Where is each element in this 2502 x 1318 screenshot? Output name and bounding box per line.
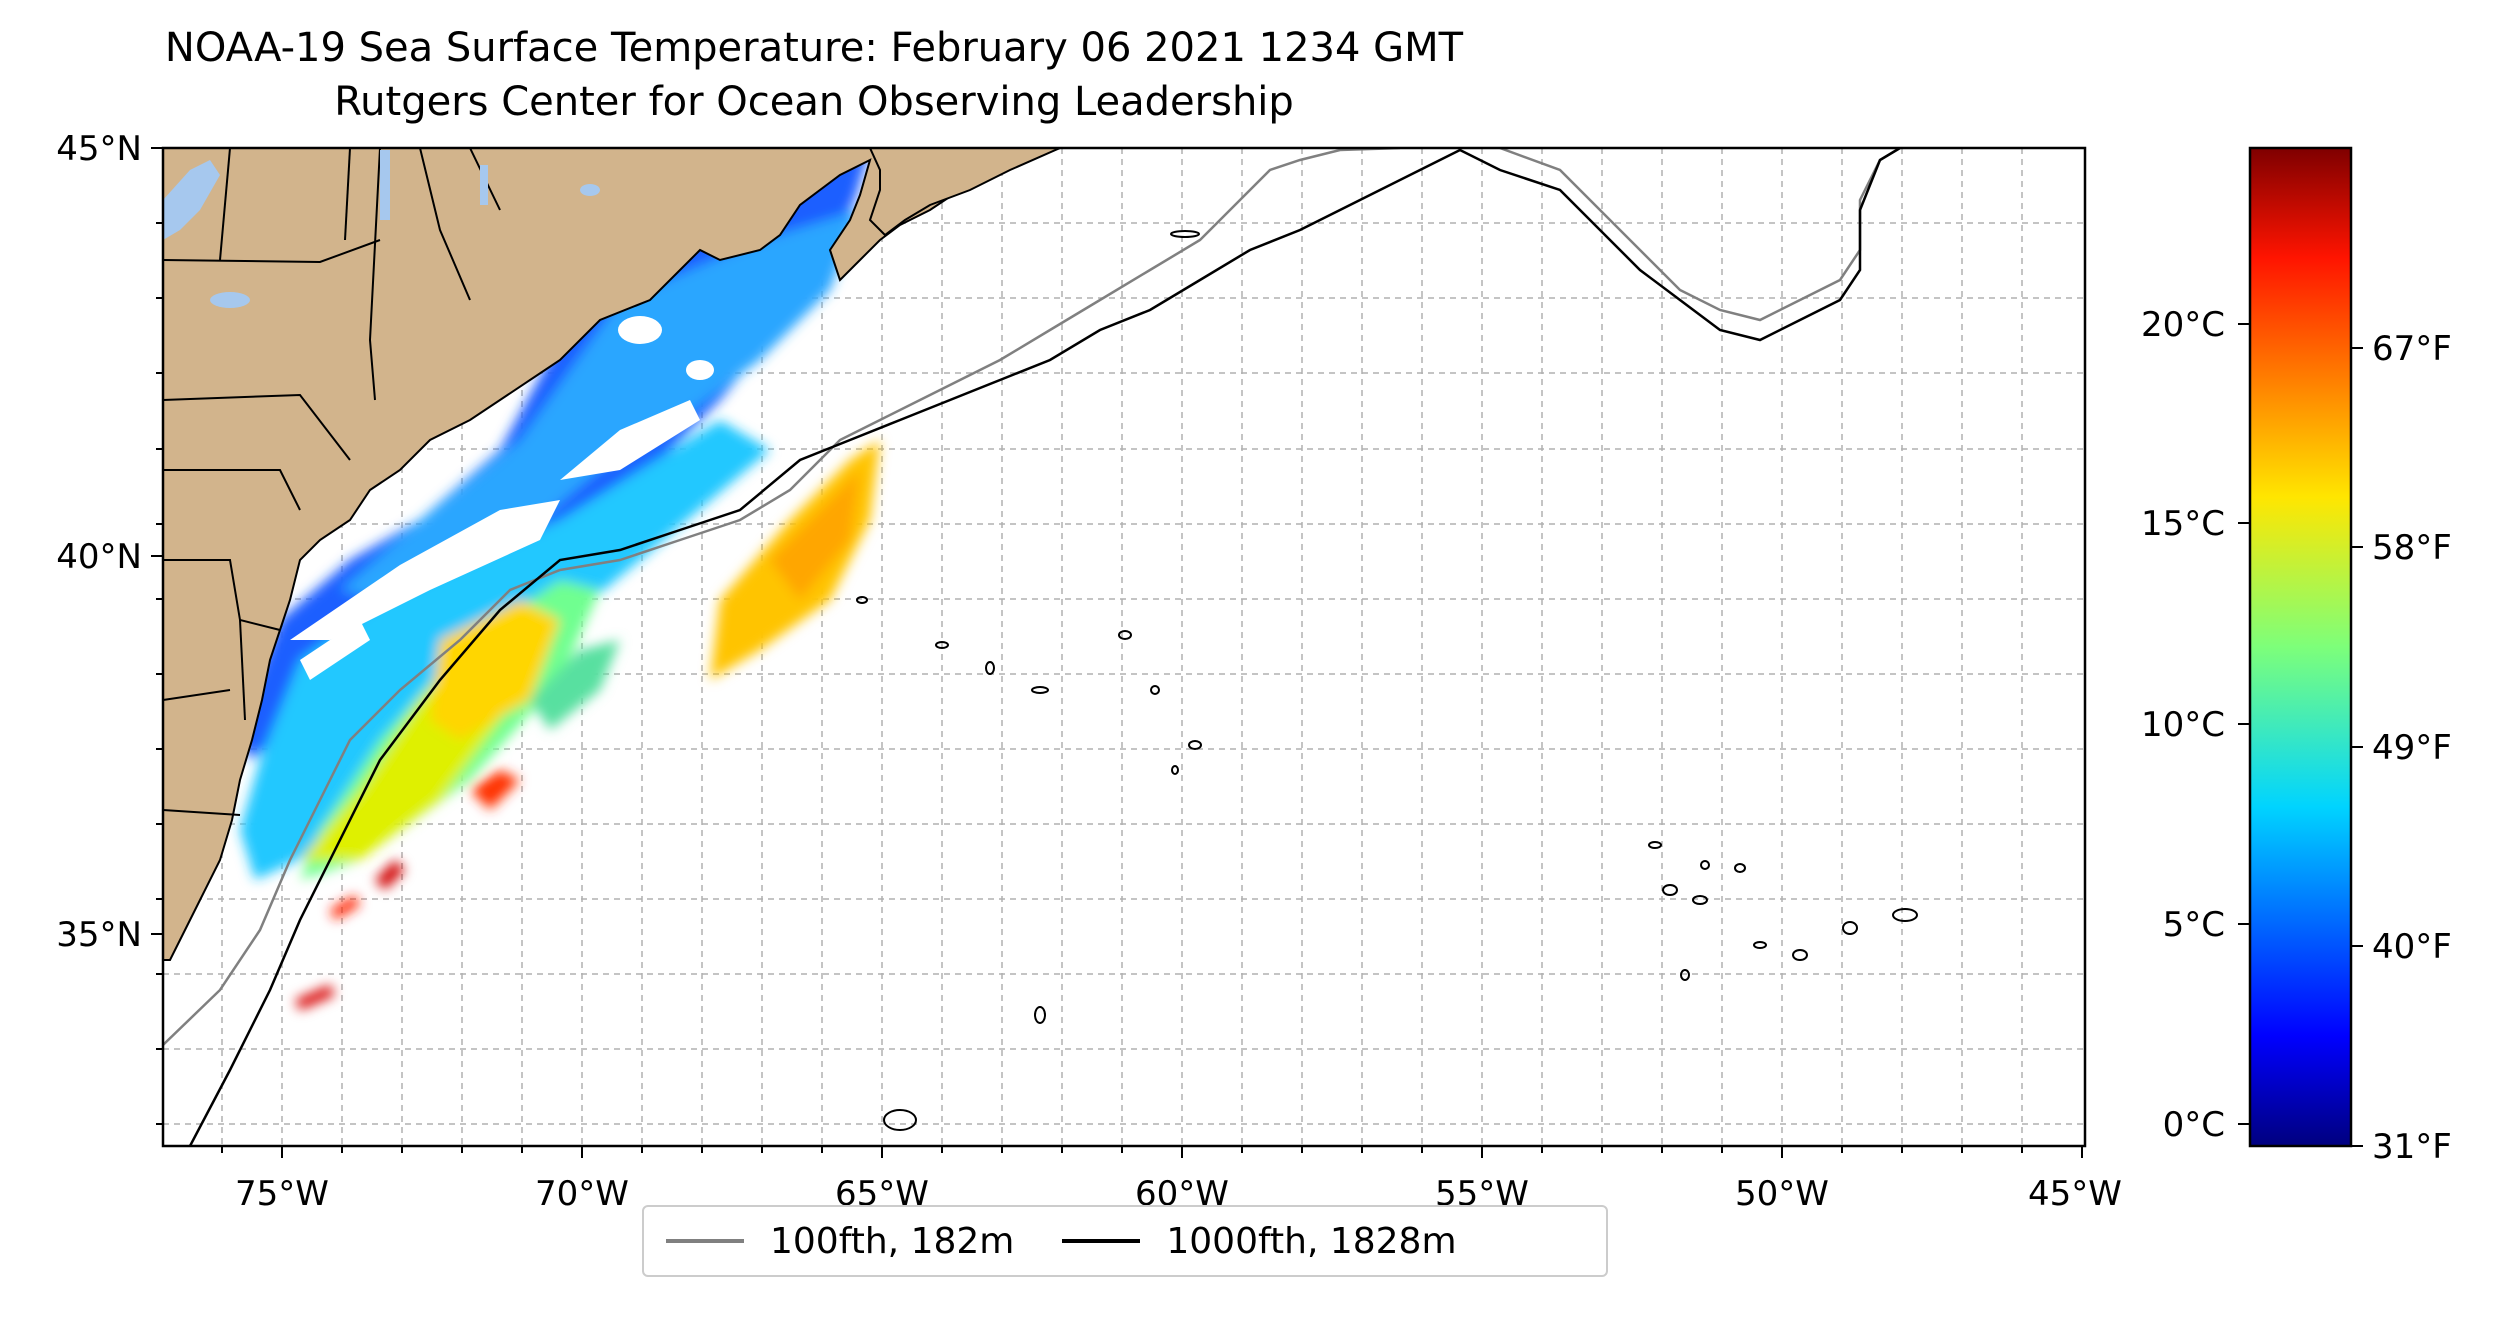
colorbar-celsius-label: 5°C (2163, 905, 2225, 945)
latitude-ticks (151, 147, 163, 1125)
colorbar (2248, 146, 2353, 1148)
seamounts (856, 230, 1918, 1131)
lakes (163, 150, 600, 308)
legend-label: 1000fth, 1828m (1166, 1220, 1457, 1262)
lat-tick-label: 40°N (56, 537, 142, 577)
lat-tick-label: 45°N (56, 129, 142, 169)
land-nova-scotia (868, 148, 1061, 237)
map-frame (161, 146, 2087, 1148)
colorbar-celsius-label: 15°C (2141, 504, 2225, 544)
cloud-gaps (290, 316, 714, 680)
land-north-america (163, 148, 1061, 961)
legend-label: 100fth, 182m (770, 1220, 1015, 1262)
map-area (163, 148, 2085, 1146)
map-subtitle: Rutgers Center for Ocean Observing Leade… (334, 79, 1294, 125)
colorbar-celsius-label: 20°C (2141, 305, 2225, 345)
map-title: NOAA-19 Sea Surface Temperature: Februar… (164, 25, 1464, 71)
legend-item-100fth: 100fth, 182m (666, 1221, 1014, 1262)
state-boundaries (163, 148, 501, 816)
colorbar-fahrenheit-label: 49°F (2372, 728, 2452, 768)
contour-1000fth (188, 148, 1901, 1146)
lon-tick-label: 45°W (2028, 1174, 2122, 1214)
graticule-grid (163, 148, 2085, 1146)
lon-tick-label: 70°W (535, 1174, 629, 1214)
map-legend: 100fth, 182m 1000fth, 1828m (642, 1205, 1608, 1277)
lon-tick-label: 50°W (1735, 1174, 1829, 1214)
lat-tick-label: 35°N (56, 915, 142, 955)
colorbar-celsius-label: 0°C (2163, 1105, 2225, 1145)
colorbar-fahrenheit-label: 31°F (2372, 1127, 2452, 1167)
colorbar-fahrenheit-label: 58°F (2372, 528, 2452, 568)
longitude-ticks (221, 1146, 2083, 1158)
legend-item-1000fth: 1000fth, 1828m (1062, 1220, 1457, 1262)
colorbar-ticks (2238, 323, 2363, 1147)
legend-line-black (1062, 1239, 1141, 1243)
colorbar-fahrenheit-label: 40°F (2372, 927, 2452, 967)
lon-tick-label: 75°W (235, 1174, 329, 1214)
contour-100fth (163, 148, 1901, 1046)
colorbar-fahrenheit-label: 67°F (2372, 329, 2452, 369)
colorbar-celsius-label: 10°C (2141, 705, 2225, 745)
legend-line-gray (666, 1239, 744, 1243)
